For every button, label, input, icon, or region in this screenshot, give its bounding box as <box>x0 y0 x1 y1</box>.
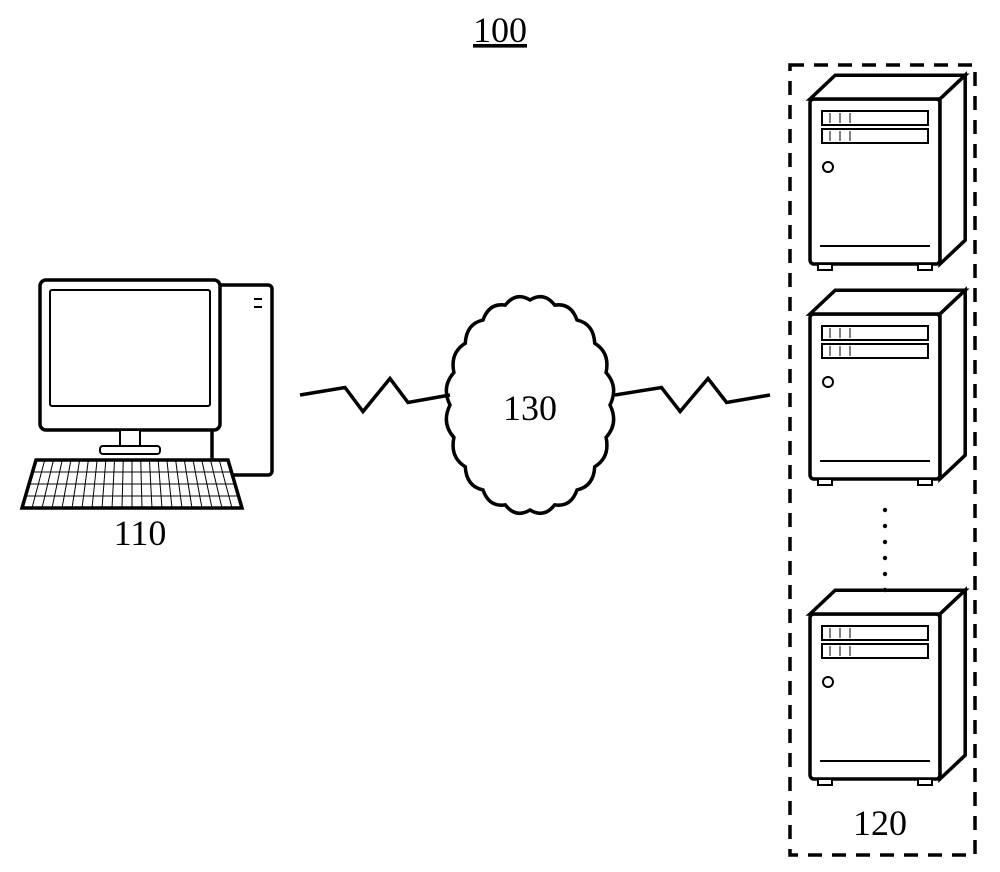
server <box>810 590 965 785</box>
link-cloud-servers <box>615 379 770 412</box>
servers-label: 120 <box>853 803 907 843</box>
figure-title: 100 <box>473 10 527 50</box>
ellipsis-dot <box>883 540 887 544</box>
ellipsis-dot <box>883 524 887 528</box>
server <box>810 290 965 485</box>
ellipsis-dot <box>883 572 887 576</box>
server <box>810 75 965 270</box>
link-computer-cloud <box>300 379 450 412</box>
client-computer <box>22 280 272 508</box>
ellipsis-dot <box>883 588 887 592</box>
server-group <box>790 65 975 855</box>
ellipsis-dot <box>883 508 887 512</box>
ellipsis-dot <box>883 556 887 560</box>
computer-label: 110 <box>114 513 167 553</box>
keyboard <box>22 460 242 508</box>
network-cloud: 130 <box>446 297 613 514</box>
cloud-label: 130 <box>503 388 557 428</box>
